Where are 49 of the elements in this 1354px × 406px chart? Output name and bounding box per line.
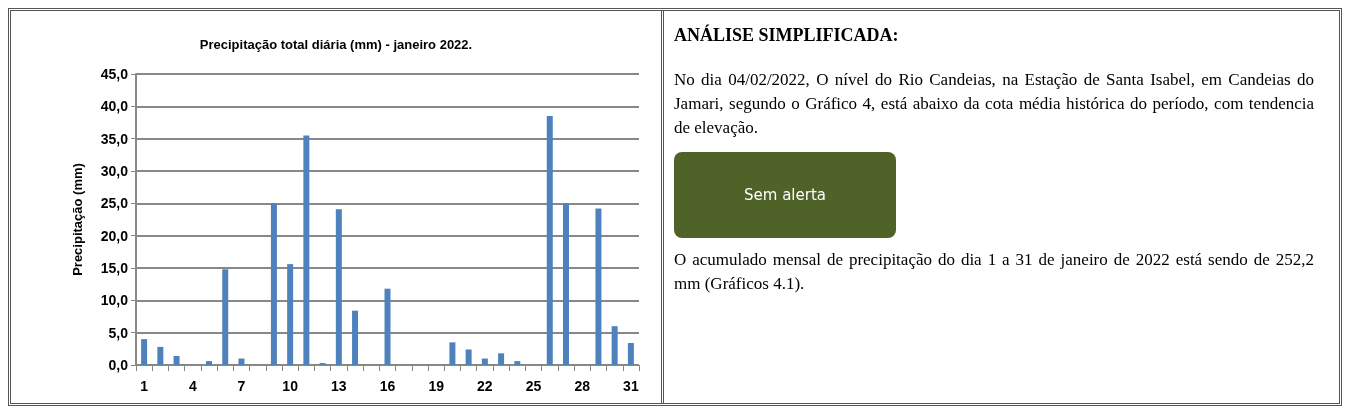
- bar: [222, 269, 229, 365]
- y-tick-label: 45,0: [100, 66, 129, 82]
- text: No dia 04/02/2022, O nível do Rio Candeias, na Estação de Santa Isabel, em Candeias do Jamari, segundo o Gráfico 4, está abaixo da cota média histórica do período, com tendencia de elevação.: [674, 69, 1314, 139]
- bar: [384, 288, 391, 365]
- bar: [157, 346, 164, 365]
- y-tick-label: 25,0: [100, 195, 129, 212]
- bar: [287, 264, 294, 365]
- bar: [562, 203, 569, 365]
- x-tick-label: 28: [574, 378, 591, 394]
- y-tick-label: 10,0: [100, 292, 129, 309]
- bar: [173, 355, 180, 365]
- y-tick-label: 35,0: [100, 130, 129, 147]
- x-tick-label: 25: [525, 378, 542, 394]
- x-tick-label: 31: [623, 378, 639, 394]
- bar: [611, 326, 618, 365]
- y-tick-label: 5,0: [108, 324, 129, 341]
- x-tick-label: 1: [140, 378, 149, 394]
- bar: [481, 358, 488, 365]
- y-tick-label: 15,0: [100, 260, 129, 276]
- bar: [238, 358, 245, 365]
- x-tick-label: 10: [282, 378, 299, 394]
- text: ANÁLISE SIMPLIFICADA:: [674, 25, 900, 46]
- alert-status-box: Sem alerta: [674, 152, 896, 238]
- bar: [627, 343, 634, 365]
- bar: [270, 203, 277, 365]
- bar: [465, 349, 472, 365]
- bar: [514, 361, 521, 365]
- x-tick-label: 13: [331, 378, 347, 394]
- text: O acumulado mensal de precipitação do dia 1 a 31 de janeiro de 2022 está sendo de 252,2 mm (Gráficos 4.1).: [674, 249, 1314, 295]
- chart-title: Precipitação total diária (mm) - janeiro 2022.: [199, 37, 473, 52]
- bar: [498, 353, 505, 365]
- x-tick-label: 7: [237, 378, 246, 394]
- bar: [352, 310, 359, 365]
- y-tick-label: 30,0: [100, 163, 129, 179]
- x-tick-label: 16: [379, 378, 396, 394]
- bar: [206, 361, 213, 365]
- x-tick-label: 22: [477, 378, 493, 394]
- bar: [141, 339, 148, 365]
- x-tick-label: 19: [428, 378, 445, 394]
- bar: [595, 208, 602, 365]
- y-tick-label: 40,0: [100, 98, 129, 115]
- y-tick-label: 20,0: [100, 227, 129, 244]
- bar: [449, 342, 456, 365]
- x-tick-label: 4: [188, 378, 197, 394]
- bar: [546, 116, 553, 365]
- bar: [335, 209, 342, 365]
- y-axis-title: Precipitação (mm): [70, 163, 85, 276]
- bar: [303, 135, 310, 365]
- y-tick-label: 0,0: [108, 357, 129, 373]
